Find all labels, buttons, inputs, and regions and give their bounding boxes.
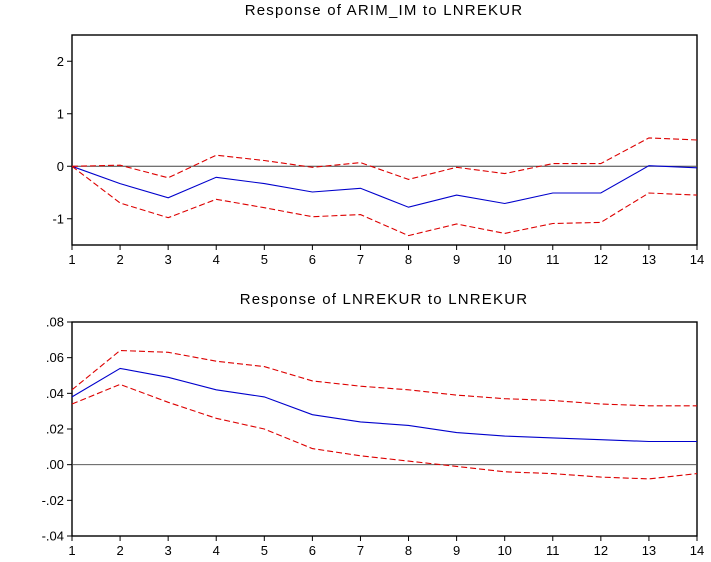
- x-tick-label: 2: [116, 252, 123, 267]
- y-tick-label: .04: [46, 386, 64, 401]
- y-tick-label: -.02: [42, 493, 64, 508]
- x-tick-label: 6: [309, 252, 316, 267]
- y-tick-label: .00: [46, 457, 64, 472]
- x-tick-label: 13: [642, 252, 656, 267]
- panel-arim-im-response: Response of ARIM_IM to LNREKUR 210-11 2 3 4…: [52, 2, 704, 267]
- x-tick-label: 8: [405, 252, 412, 267]
- x-tick-label: 13: [642, 543, 656, 558]
- y-tick-label: .08: [46, 315, 64, 330]
- y-tick-label: -1: [52, 211, 64, 226]
- x-tick-label: 11: [546, 252, 560, 267]
- x-tick-label: 5: [261, 543, 268, 558]
- x-tick-label: 3: [165, 252, 172, 267]
- plot-frame: [71, 34, 698, 246]
- x-tick-label: 10: [497, 543, 511, 558]
- y-tick-label: .02: [46, 422, 64, 437]
- series-line-upper: [71, 349, 697, 407]
- y-tick-label: 2: [57, 54, 64, 69]
- chart-title: Response of LNREKUR to LNREKUR: [240, 291, 529, 308]
- x-tick-label: 1: [68, 252, 75, 267]
- x-tick-label: 4: [213, 252, 220, 267]
- series-line-upper: [71, 137, 698, 180]
- x-tick-label: 14: [690, 252, 704, 267]
- panel-lnrekur-response: Response of LNREKUR to LNREKUR .08 .06 .04…: [42, 291, 705, 558]
- x-tick-label: 2: [116, 543, 123, 558]
- x-tick-label: 9: [453, 543, 460, 558]
- x-tick-label: 1: [68, 543, 75, 558]
- chart-title: Response of ARIM_IM to LNREKUR: [245, 2, 524, 19]
- series-line-response: [71, 367, 697, 443]
- x-tick-label: 9: [453, 252, 460, 267]
- x-tick-label: 7: [357, 543, 364, 558]
- x-tick-label: 8: [405, 543, 412, 558]
- x-tick-label: 6: [309, 543, 316, 558]
- y-tick-label: 1: [57, 106, 64, 121]
- x-tick-label: 11: [546, 543, 560, 558]
- x-tick-label: 12: [594, 252, 608, 267]
- series-line-lower: [71, 383, 698, 480]
- y-tick-label: .06: [46, 350, 64, 365]
- y-tick-label: -.04: [42, 529, 64, 544]
- plot-frame: [71, 321, 698, 537]
- x-tick-label: 7: [357, 252, 364, 267]
- y-tick-label: 0: [57, 159, 64, 174]
- x-tick-label: 3: [165, 543, 172, 558]
- series-line-lower: [71, 165, 698, 237]
- x-tick-label: 12: [594, 543, 608, 558]
- x-tick-label: 10: [497, 252, 511, 267]
- x-tick-label: 5: [261, 252, 268, 267]
- series-line-response: [71, 165, 698, 208]
- x-tick-label: 14: [690, 543, 704, 558]
- x-tick-label: 4: [213, 543, 220, 558]
